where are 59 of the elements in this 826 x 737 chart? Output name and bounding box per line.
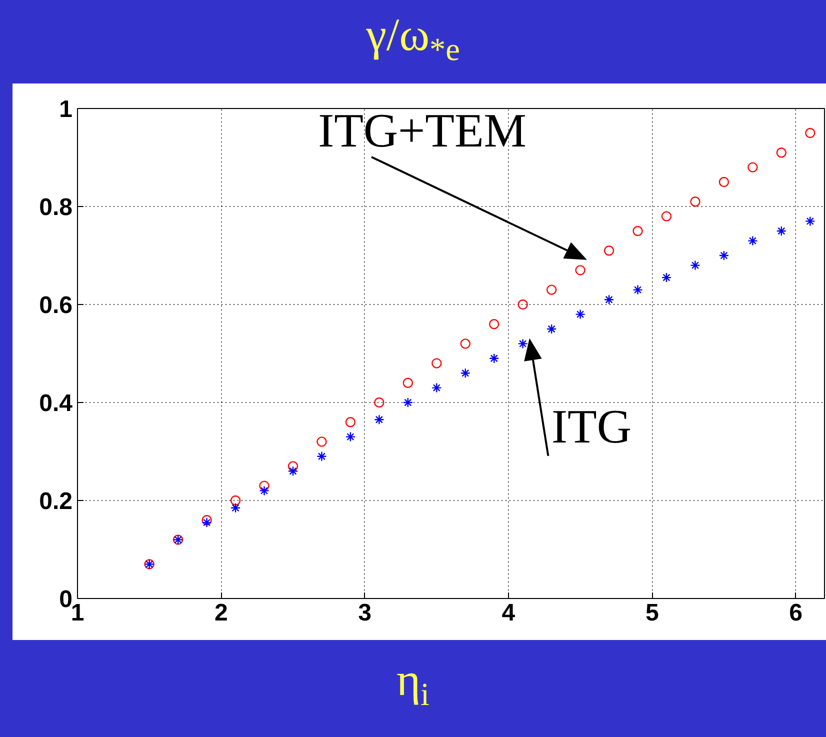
point: [460, 368, 470, 378]
point: [345, 417, 356, 428]
point: [518, 299, 528, 310]
point: [805, 128, 816, 138]
point: [546, 284, 557, 295]
point: [288, 461, 298, 472]
point: [690, 260, 700, 270]
y-tick-label: 0.6: [39, 292, 73, 319]
point: [575, 309, 586, 320]
point: [259, 480, 270, 491]
point: [230, 495, 241, 506]
point: [518, 338, 528, 349]
x-tick-label: 3: [358, 600, 372, 626]
x-tick-label: 5: [645, 600, 659, 626]
point: [748, 162, 758, 172]
point: [632, 284, 643, 295]
point: [690, 196, 700, 207]
point: [316, 451, 327, 462]
point: [432, 358, 442, 368]
y-tick-label: 0.2: [39, 488, 73, 515]
point: [460, 338, 470, 349]
annotation: ITG: [552, 400, 632, 454]
y-tick-label: 0: [59, 586, 73, 613]
point: [402, 378, 414, 388]
point: [230, 502, 241, 513]
point: [776, 226, 787, 236]
point: [661, 272, 672, 283]
x-axis-title: η$_{i}$: [396, 653, 430, 714]
point: [432, 382, 442, 393]
point: [402, 397, 414, 408]
point: [202, 515, 212, 526]
point: [374, 397, 384, 408]
point: [661, 211, 672, 222]
x-tick-label: 6: [789, 600, 802, 626]
point: [805, 216, 816, 226]
x-tick-label: 2: [214, 600, 228, 626]
point: [546, 324, 557, 334]
point: [604, 246, 614, 256]
point: [374, 414, 384, 425]
point: [259, 486, 270, 496]
point: [345, 432, 356, 442]
point: [488, 319, 500, 330]
point: [288, 466, 298, 476]
point: [202, 517, 212, 528]
y-tick-label: 0.8: [39, 194, 73, 221]
y-tick-label: 1: [59, 96, 73, 123]
point: [748, 236, 758, 246]
point: [718, 176, 730, 188]
point: [718, 250, 730, 261]
chart-title: γ/ω$_{*e}$: [366, 8, 460, 70]
point: [604, 294, 614, 305]
point: [316, 436, 327, 447]
y-tick-label: 0.4: [39, 390, 74, 417]
point: [776, 148, 787, 158]
annotation: ITG+TEM: [318, 104, 526, 158]
point: [488, 353, 500, 364]
point: [575, 265, 586, 276]
point: [632, 226, 643, 236]
x-tick-label: 4: [502, 600, 516, 626]
